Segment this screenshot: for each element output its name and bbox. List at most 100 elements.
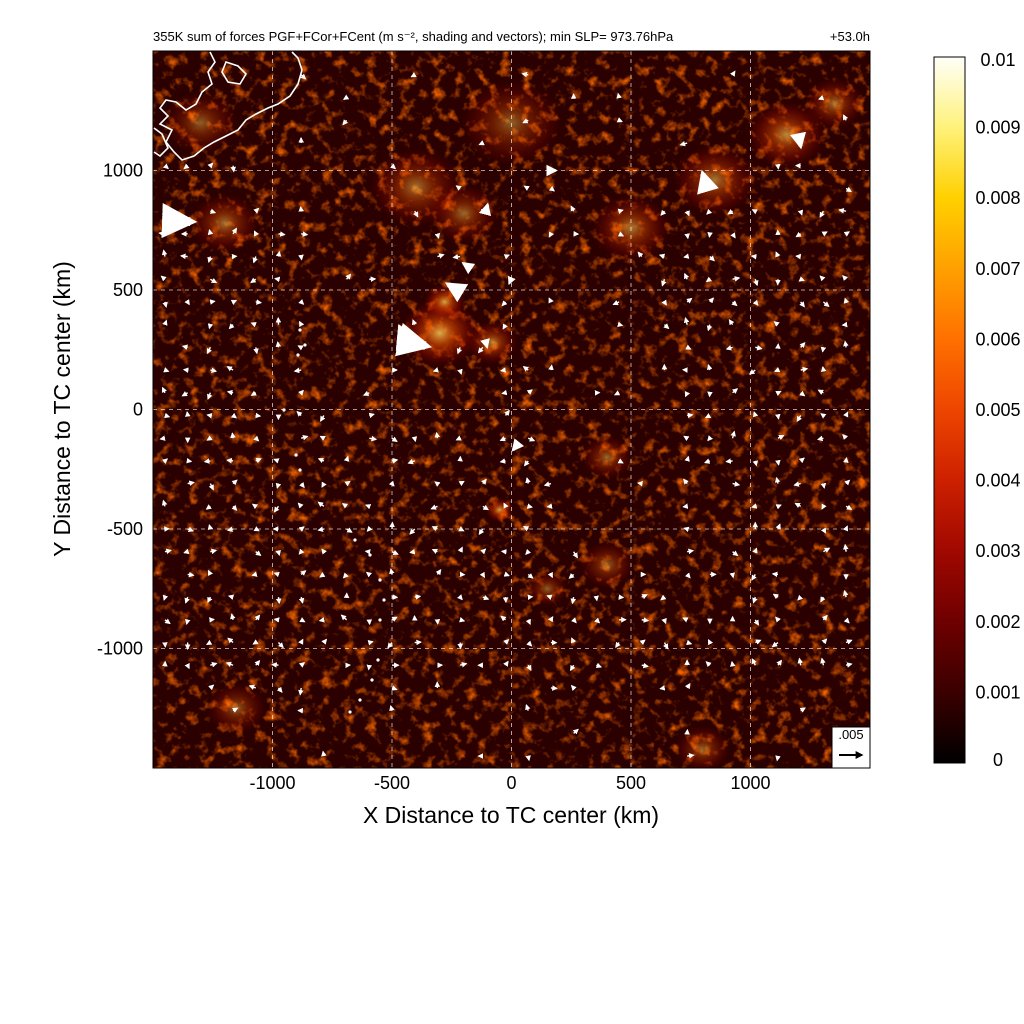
force-vector bbox=[820, 527, 827, 534]
force-vector bbox=[570, 637, 577, 644]
force-vector bbox=[661, 617, 667, 625]
force-vector bbox=[346, 527, 353, 533]
force-vector bbox=[752, 411, 759, 418]
force-vector bbox=[817, 389, 824, 395]
force-vector bbox=[682, 617, 689, 623]
force-vector bbox=[250, 277, 257, 284]
force-vector bbox=[522, 118, 529, 124]
force-vector bbox=[207, 323, 214, 330]
force-vector bbox=[526, 389, 533, 395]
force-vector bbox=[772, 593, 779, 600]
force-vector bbox=[253, 230, 260, 237]
force-vector-large bbox=[161, 202, 198, 239]
force-vector bbox=[706, 324, 713, 332]
force-vector bbox=[775, 616, 781, 623]
force-vector bbox=[226, 457, 234, 464]
force-vector bbox=[503, 660, 509, 667]
force-vector bbox=[455, 435, 462, 441]
force-vector bbox=[162, 319, 168, 326]
force-vector bbox=[660, 209, 667, 216]
force-vector bbox=[389, 163, 397, 170]
force-vector bbox=[525, 548, 532, 555]
force-vector bbox=[794, 502, 802, 509]
force-vector bbox=[776, 659, 783, 666]
force-vector bbox=[838, 207, 847, 214]
y-tick-labels: -1000 -500 0 500 1000 bbox=[97, 161, 143, 659]
force-vector bbox=[299, 617, 306, 623]
force-vector bbox=[821, 503, 827, 510]
force-vector bbox=[775, 504, 782, 510]
force-vector bbox=[321, 481, 327, 488]
force-vector bbox=[773, 321, 780, 327]
shading-hotspot bbox=[162, 90, 240, 156]
force-vector bbox=[227, 594, 235, 600]
force-vector bbox=[230, 165, 236, 173]
shading-hotspot bbox=[458, 78, 565, 168]
force-vector bbox=[164, 412, 171, 419]
force-vector bbox=[228, 323, 235, 330]
force-vector bbox=[317, 501, 325, 508]
force-vector bbox=[479, 571, 485, 579]
force-vector bbox=[452, 254, 461, 260]
force-vector bbox=[730, 232, 736, 239]
force-vector bbox=[775, 755, 781, 762]
force-vector bbox=[459, 617, 466, 623]
force-vector bbox=[276, 686, 283, 693]
force-vector bbox=[682, 503, 689, 509]
force-vector bbox=[458, 526, 465, 532]
force-vector bbox=[230, 613, 236, 620]
island-dot bbox=[378, 618, 382, 622]
force-vector bbox=[434, 481, 441, 487]
force-vector bbox=[570, 664, 576, 672]
shading-layer bbox=[162, 77, 866, 768]
force-vector-large bbox=[790, 131, 807, 150]
force-vector bbox=[187, 480, 195, 487]
force-vector bbox=[209, 299, 216, 305]
force-vector bbox=[231, 479, 238, 486]
force-vector bbox=[658, 253, 666, 260]
force-vector bbox=[187, 571, 195, 578]
force-vector bbox=[391, 549, 399, 556]
force-vector bbox=[820, 657, 826, 666]
shading-hotspot bbox=[671, 143, 758, 217]
force-vector bbox=[205, 504, 212, 510]
force-vector bbox=[684, 682, 691, 690]
force-vector bbox=[248, 684, 256, 690]
colorbar-tick-label: 0.001 bbox=[975, 682, 1020, 702]
force-vector bbox=[752, 460, 759, 467]
force-vector bbox=[413, 210, 419, 218]
force-vector bbox=[319, 435, 326, 441]
x-tick-label: 0 bbox=[506, 773, 516, 793]
force-vector bbox=[775, 523, 781, 530]
force-vector bbox=[683, 253, 690, 259]
island-dot bbox=[348, 710, 352, 714]
force-vector bbox=[254, 659, 261, 667]
force-vector bbox=[300, 570, 307, 576]
force-vector bbox=[231, 227, 237, 235]
force-vector bbox=[231, 504, 238, 511]
force-vector bbox=[277, 642, 284, 649]
force-vector bbox=[797, 594, 804, 601]
force-vector bbox=[684, 233, 690, 240]
force-vector bbox=[502, 323, 508, 330]
force-vector bbox=[526, 664, 532, 672]
force-vector bbox=[732, 481, 741, 487]
force-vector bbox=[799, 390, 806, 397]
force-vector bbox=[255, 550, 262, 557]
colorbar-tick-label: 0.008 bbox=[975, 188, 1020, 208]
force-vector bbox=[546, 594, 553, 600]
force-vector bbox=[321, 638, 328, 645]
force-vector bbox=[843, 340, 849, 348]
force-vector bbox=[501, 389, 508, 396]
island-dot bbox=[353, 538, 357, 542]
force-vector bbox=[615, 641, 621, 648]
force-vector bbox=[253, 435, 260, 442]
y-tick-label: 0 bbox=[133, 400, 143, 420]
force-vector bbox=[617, 321, 624, 328]
force-vector bbox=[250, 322, 257, 328]
force-vector bbox=[527, 436, 536, 442]
force-vector bbox=[321, 750, 327, 757]
colorbar-tick-label: 0.009 bbox=[975, 118, 1020, 138]
force-vector bbox=[389, 705, 395, 712]
force-vector bbox=[251, 571, 258, 577]
